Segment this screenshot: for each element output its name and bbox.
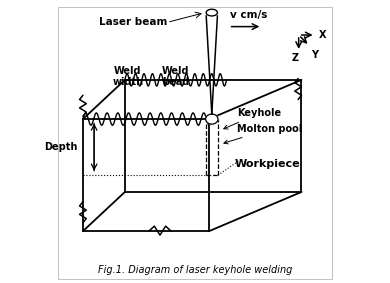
Text: Workpiece: Workpiece	[235, 159, 301, 169]
Text: Y: Y	[311, 50, 318, 60]
Text: Depth: Depth	[44, 142, 77, 152]
Text: Molton pool: Molton pool	[224, 124, 302, 144]
Text: Z: Z	[291, 53, 299, 63]
Text: Keyhole: Keyhole	[224, 108, 281, 129]
Text: Weld
bead: Weld bead	[161, 66, 189, 87]
Text: X: X	[319, 30, 327, 40]
Text: Weld
width: Weld width	[112, 66, 143, 87]
Text: Fig.1. Diagram of laser keyhole welding: Fig.1. Diagram of laser keyhole welding	[98, 265, 292, 275]
Text: v cm/s: v cm/s	[230, 10, 268, 20]
Ellipse shape	[206, 114, 218, 124]
Ellipse shape	[206, 9, 217, 16]
Text: Laser beam: Laser beam	[99, 18, 167, 27]
